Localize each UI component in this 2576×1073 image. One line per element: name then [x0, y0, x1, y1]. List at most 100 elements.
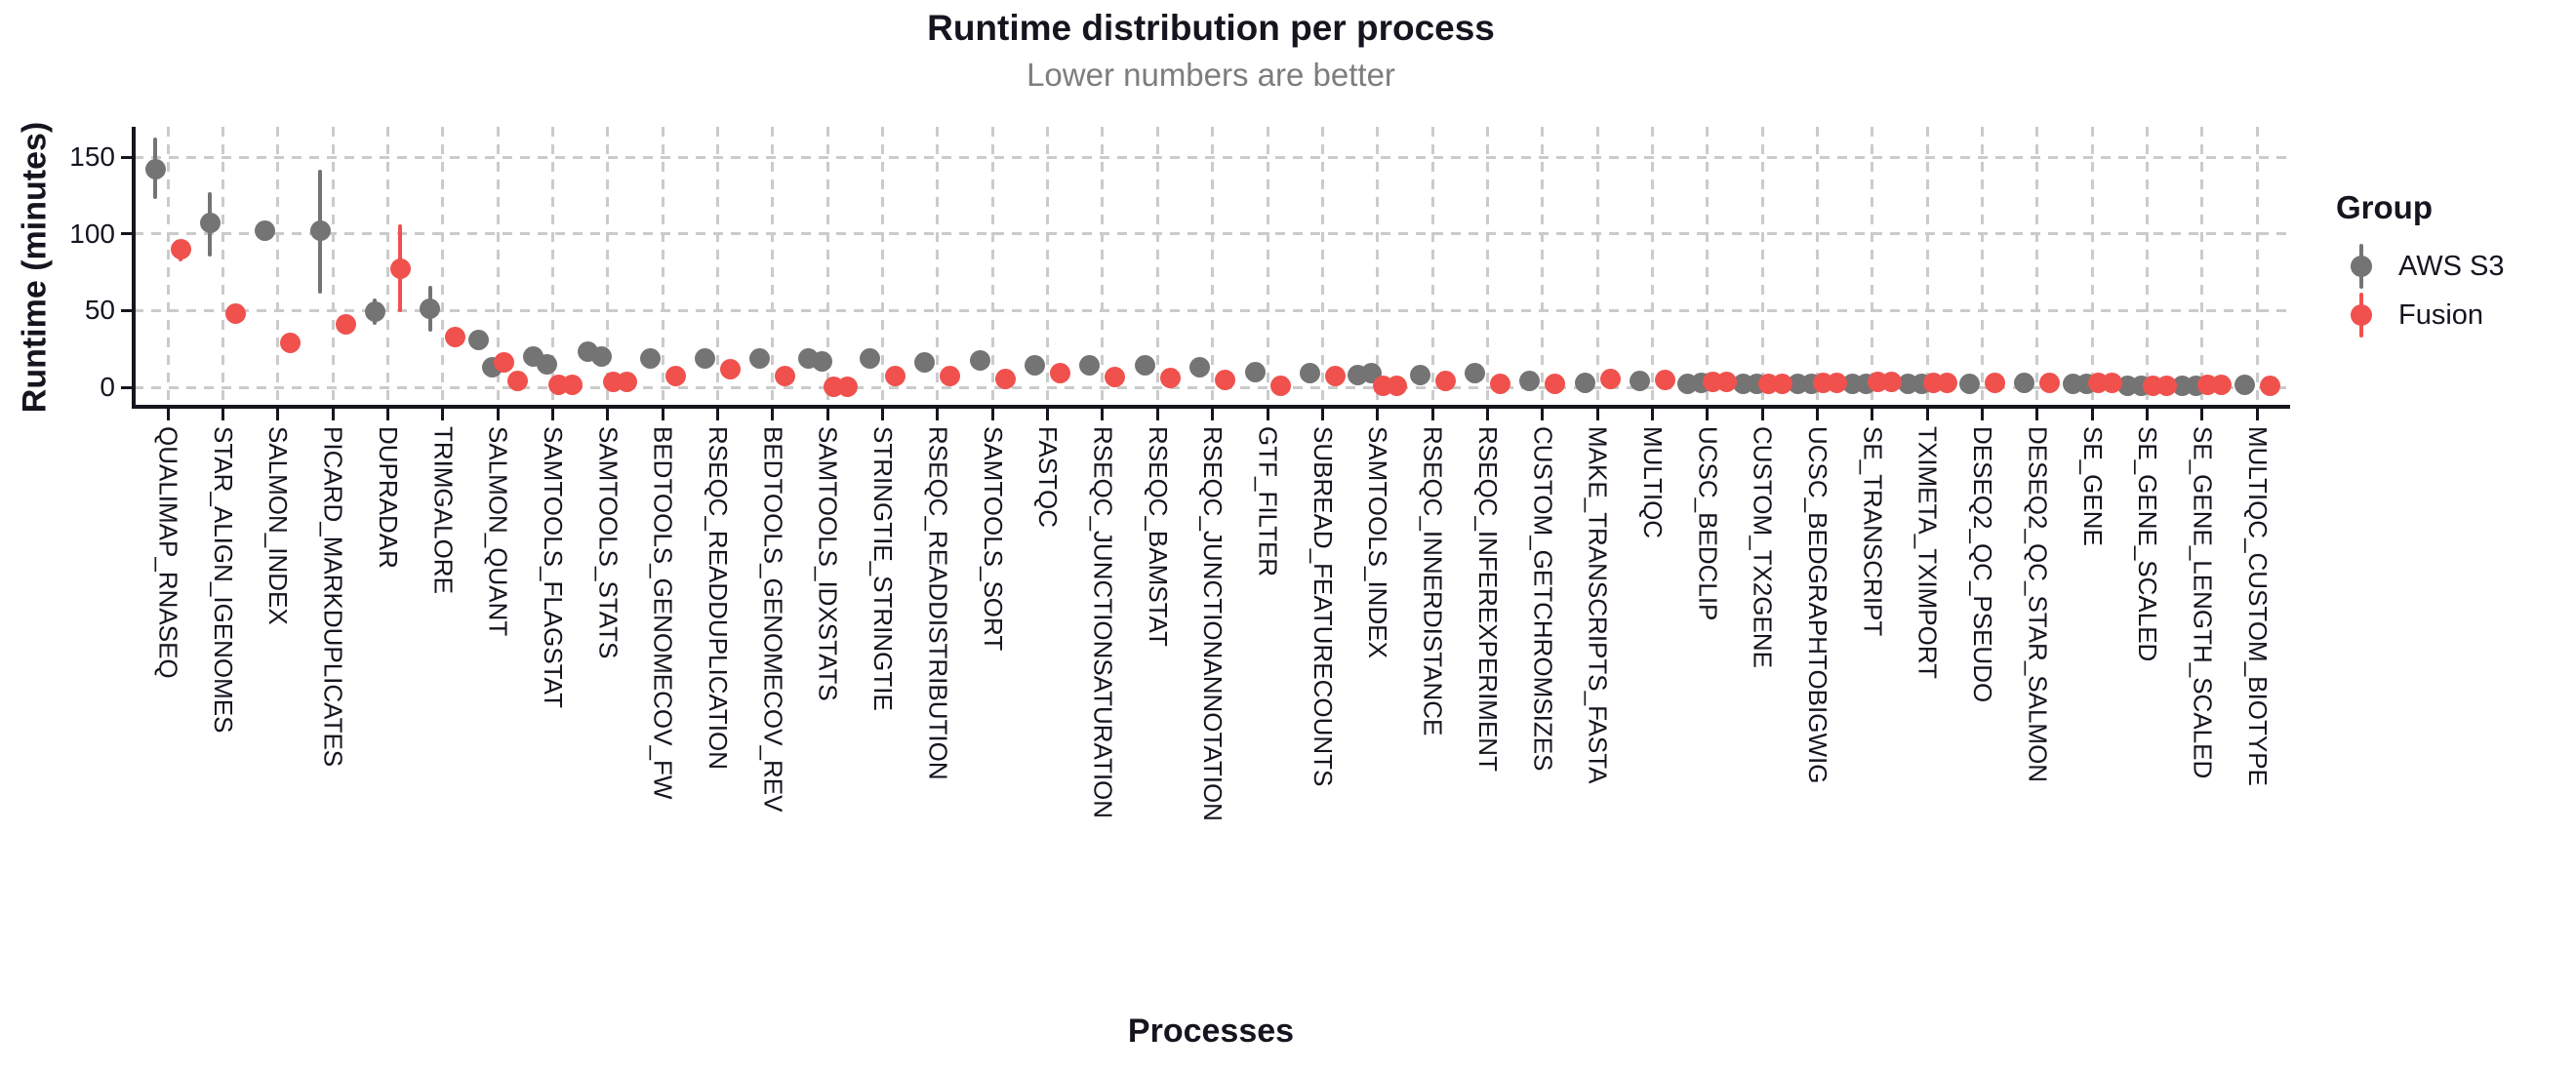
- x-tick-label: BEDTOOLS_GENOMECOV_REV: [758, 426, 788, 813]
- data-point-aws: [1409, 364, 1430, 385]
- x-gridline: [1706, 127, 1710, 405]
- x-tick-mark: [1595, 409, 1599, 420]
- y-gridline: [134, 385, 2288, 389]
- x-tick-label: RSEQC_READDISTRIBUTION: [923, 426, 953, 780]
- x-gridline: [221, 127, 224, 405]
- data-point-fusion: [1545, 374, 1566, 395]
- x-gridline: [2255, 127, 2259, 405]
- x-tick-mark: [331, 409, 335, 420]
- x-gridline: [661, 127, 664, 405]
- data-point-fusion: [664, 366, 686, 387]
- data-point-fusion: [335, 314, 356, 336]
- data-point-fusion: [1716, 372, 1738, 393]
- x-gridline: [166, 127, 170, 405]
- x-tick-mark: [221, 409, 224, 420]
- x-tick-mark: [496, 409, 500, 420]
- data-point-fusion: [1654, 370, 1675, 391]
- x-gridline: [496, 127, 500, 405]
- x-tick-label: UCSC_BEDGRAPHTOBIGWIG: [1803, 426, 1832, 784]
- data-point-fusion: [775, 365, 796, 386]
- x-tick-mark: [441, 409, 445, 420]
- x-tick-label: QUALIMAP_RNASEQ: [153, 426, 183, 679]
- x-tick-label: SALMON_QUANT: [483, 426, 513, 637]
- x-tick-mark: [606, 409, 610, 420]
- y-tick-label: 50: [84, 295, 115, 326]
- x-gridline: [1046, 127, 1050, 405]
- data-point-aws: [1079, 355, 1101, 377]
- data-point-fusion: [2101, 373, 2122, 394]
- x-tick-label: SAMTOOLS_FLAGSTAT: [538, 426, 568, 708]
- x-tick-mark: [1981, 409, 1985, 420]
- data-point-aws: [969, 349, 990, 371]
- x-tick-mark: [1266, 409, 1269, 420]
- x-tick-label: TXIMETA_TXIMPORT: [1912, 426, 1943, 680]
- data-point-fusion: [1985, 373, 2006, 394]
- data-point-aws: [536, 353, 557, 375]
- data-point-fusion: [1050, 363, 1071, 384]
- data-point-aws: [2014, 373, 2035, 394]
- data-point-fusion: [885, 365, 906, 386]
- data-point-fusion: [1936, 373, 1957, 394]
- data-point-aws: [1519, 371, 1541, 392]
- x-gridline: [1981, 127, 1985, 405]
- x-tick-mark: [2090, 409, 2094, 420]
- x-tick-label: DESEQ2_QC_STAR_SALMON: [2023, 426, 2053, 783]
- y-tick-mark: [121, 308, 134, 312]
- x-tick-label: SAMTOOLS_INDEX: [1363, 426, 1393, 658]
- data-point-fusion: [1489, 374, 1510, 395]
- data-point-aws: [591, 346, 613, 368]
- data-point-fusion: [2039, 373, 2061, 394]
- x-tick-mark: [2146, 409, 2150, 420]
- x-tick-label: MULTIQC_CUSTOM_BIOTYPE: [2242, 426, 2273, 786]
- x-tick-label: SE_GENE_LENGTH_SCALED: [2188, 426, 2218, 779]
- y-tick-mark: [121, 385, 134, 389]
- x-gridline: [1320, 127, 1324, 405]
- y-tick-mark: [121, 232, 134, 236]
- x-tick-label: SE_TRANSCRIPT: [1858, 426, 1888, 637]
- x-gridline: [385, 127, 389, 405]
- data-point-aws: [1299, 363, 1320, 384]
- data-point-fusion: [1159, 368, 1181, 389]
- data-point-fusion: [617, 371, 638, 392]
- data-point-aws: [1244, 361, 1266, 382]
- x-gridline: [1485, 127, 1489, 405]
- x-tick-label: MULTIQC: [1637, 426, 1668, 539]
- x-gridline: [276, 127, 280, 405]
- y-axis-line: [132, 127, 136, 409]
- x-tick-mark: [661, 409, 664, 420]
- data-point-aws: [860, 348, 881, 370]
- data-point-aws: [695, 347, 715, 369]
- data-point-fusion: [940, 366, 961, 387]
- data-point-fusion: [224, 303, 246, 325]
- x-tick-mark: [1706, 409, 1710, 420]
- x-tick-label: MAKE_TRANSCRIPTS_FASTA: [1583, 426, 1613, 784]
- legend-label-fusion: Fusion: [2398, 299, 2484, 331]
- x-tick-mark: [1320, 409, 1324, 420]
- x-gridline: [771, 127, 775, 405]
- data-point-fusion: [2211, 374, 2233, 395]
- x-tick-label: STAR_ALIGN_IGENOMES: [208, 426, 238, 734]
- data-point-aws: [144, 159, 166, 180]
- data-point-fusion: [1599, 368, 1621, 389]
- data-point-fusion: [493, 352, 514, 374]
- x-tick-label: PICARD_MARKDUPLICATES: [318, 426, 348, 768]
- x-tick-mark: [166, 409, 170, 420]
- x-tick-mark: [1211, 409, 1215, 420]
- x-gridline: [2090, 127, 2094, 405]
- x-gridline: [1430, 127, 1434, 405]
- x-tick-label: SAMTOOLS_SORT: [978, 426, 1008, 652]
- x-tick-label: SE_GENE_SCALED: [2133, 426, 2163, 662]
- x-tick-mark: [1650, 409, 1654, 420]
- x-tick-mark: [2200, 409, 2204, 420]
- x-tick-label: BEDTOOLS_GENOMECOV_FW: [648, 426, 678, 800]
- data-point-fusion: [280, 332, 302, 353]
- data-point-fusion: [994, 368, 1016, 389]
- data-point-fusion: [1215, 369, 1236, 390]
- y-gridline: [134, 155, 2288, 159]
- x-tick-mark: [1925, 409, 1929, 420]
- data-point-fusion: [1827, 373, 1847, 394]
- data-point-fusion: [1771, 374, 1792, 395]
- x-tick-mark: [2035, 409, 2039, 420]
- x-tick-mark: [1871, 409, 1874, 420]
- x-tick-mark: [550, 409, 554, 420]
